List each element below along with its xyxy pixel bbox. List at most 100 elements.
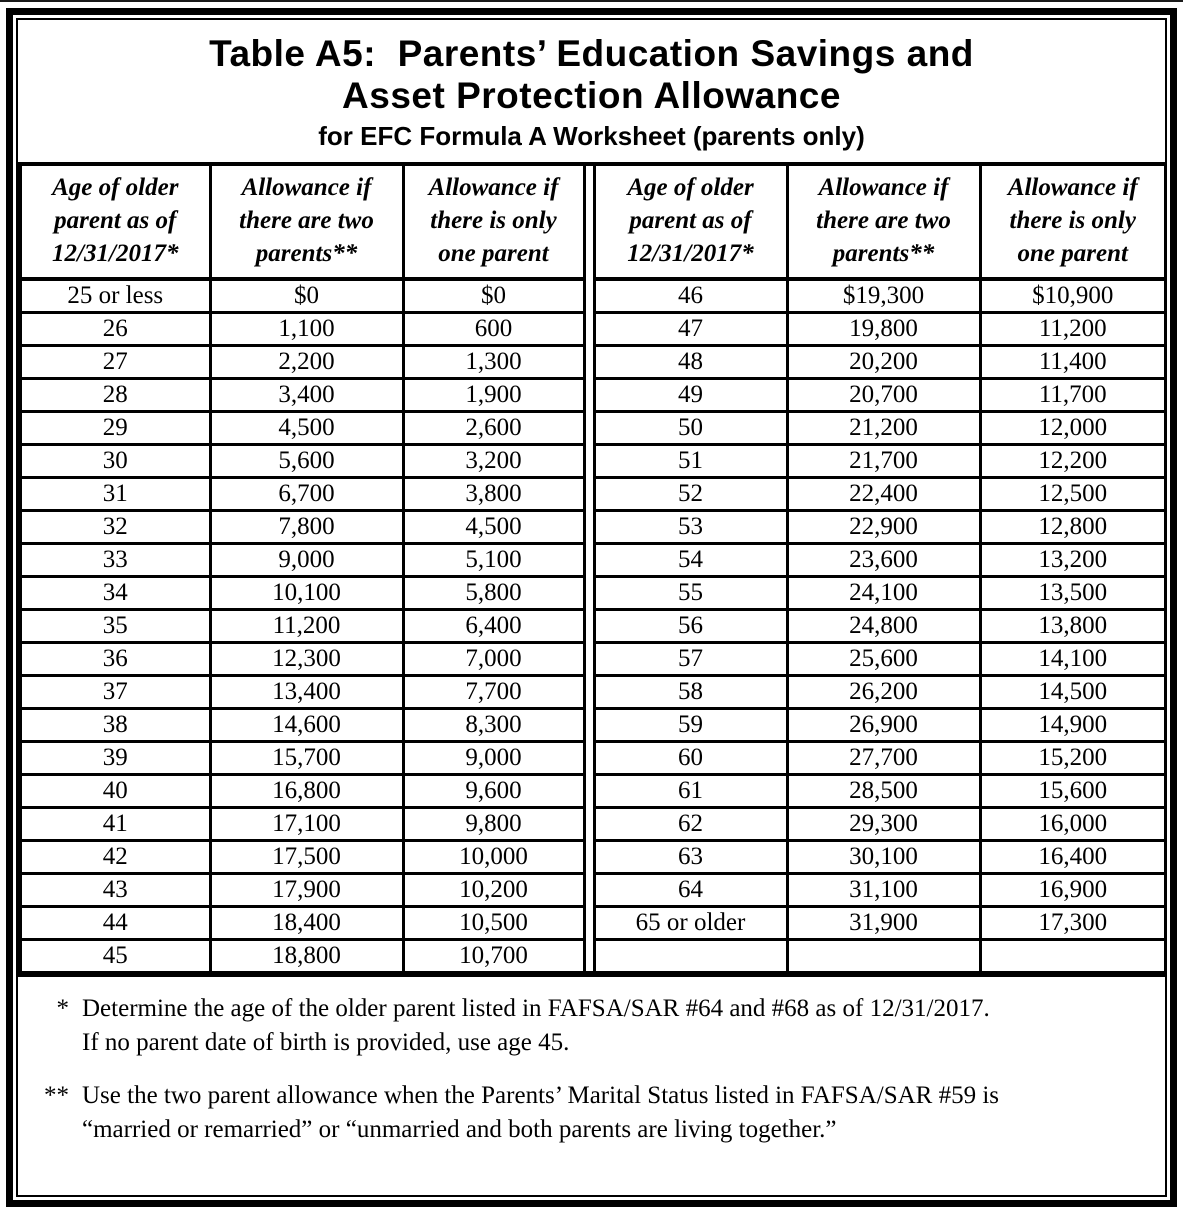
age-cell: 55: [592, 575, 789, 611]
age-cell: 28: [18, 377, 212, 413]
allowance-cell: 6,700: [208, 476, 405, 512]
center-divider: [582, 510, 596, 544]
page-title-line2: Asset Protection Allowance: [342, 75, 841, 116]
footnote-age: * Determine the age of the older parent …: [18, 992, 1165, 1060]
age-cell: 27: [18, 344, 212, 380]
table-row: 31 6,700 3,800 52 22,400 12,500: [18, 476, 1165, 512]
center-divider: [582, 378, 596, 412]
age-cell: 48: [592, 344, 789, 380]
table-row: 35 11,200 6,400 56 24,800 13,800: [18, 608, 1165, 644]
table-row: 38 14,600 8,300 59 26,900 14,900: [18, 707, 1165, 743]
center-divider: [582, 411, 596, 445]
allowance-cell: 7,800: [208, 509, 405, 545]
outer-frame: Table A5: Parents’ Education Savings and…: [6, 8, 1177, 1207]
age-cell: 34: [18, 575, 212, 611]
header-two-parents-left: Allowance if there are two parents**: [208, 162, 405, 281]
allowance-cell: 1,300: [401, 344, 586, 380]
allowance-cell: 2,200: [208, 344, 405, 380]
allowance-cell: 14,100: [978, 641, 1165, 677]
allowance-cell: 31,900: [785, 905, 982, 941]
allowance-cell: 10,500: [401, 905, 586, 941]
center-divider: [582, 345, 596, 379]
age-cell: 63: [592, 839, 789, 875]
allowance-cell: 600: [401, 311, 586, 347]
allowance-cell: 15,200: [978, 740, 1165, 776]
allowance-cell: 11,200: [978, 311, 1165, 347]
age-cell: 57: [592, 641, 789, 677]
allowance-cell: 13,500: [978, 575, 1165, 611]
age-cell: 54: [592, 542, 789, 578]
center-divider: [582, 708, 596, 742]
center-divider: [582, 609, 596, 643]
age-cell: 65 or older: [592, 905, 789, 941]
allowance-cell: 16,800: [208, 773, 405, 809]
allowance-cell: 17,100: [208, 806, 405, 842]
age-cell: 39: [18, 740, 212, 776]
table-row: 45 18,800 10,700: [18, 938, 1165, 976]
table-row: 25 or less $0 $0 46 $19,300 $10,900: [18, 277, 1165, 314]
age-cell: 33: [18, 542, 212, 578]
age-cell: 53: [592, 509, 789, 545]
page-title-line1: Table A5: Parents’ Education Savings and: [209, 33, 974, 74]
allowance-cell: 8,300: [401, 707, 586, 743]
allowance-cell: 7,700: [401, 674, 586, 710]
footnotes: * Determine the age of the older parent …: [18, 992, 1165, 1147]
allowance-cell: 30,100: [785, 839, 982, 875]
age-cell: 38: [18, 707, 212, 743]
age-cell: 32: [18, 509, 212, 545]
table-row: 27 2,200 1,300 48 20,200 11,400: [18, 344, 1165, 380]
center-divider: [582, 477, 596, 511]
scan-edge-artifact: [0, 0, 1183, 2]
allowance-cell: 20,700: [785, 377, 982, 413]
footnote-marker-double-asterisk: **: [44, 1082, 69, 1109]
footnote-text-marital-status: Use the two parent allowance when the Pa…: [82, 1082, 1000, 1143]
age-cell: 46: [592, 277, 789, 314]
table-row: 30 5,600 3,200 51 21,700 12,200: [18, 443, 1165, 479]
allowance-cell: 7,000: [401, 641, 586, 677]
allowance-cell: 1,900: [401, 377, 586, 413]
allowance-cell: 11,200: [208, 608, 405, 644]
allowance-cell: 9,000: [401, 740, 586, 776]
allowance-cell: 14,900: [978, 707, 1165, 743]
allowance-cell: 28,500: [785, 773, 982, 809]
age-cell: 31: [18, 476, 212, 512]
allowance-cell: 17,300: [978, 905, 1165, 941]
allowance-cell: 9,600: [401, 773, 586, 809]
table-row: 42 17,500 10,000 63 30,100 16,400: [18, 839, 1165, 875]
header-one-parent-left: Allowance if there is only one parent: [401, 162, 586, 281]
allowance-cell: 16,400: [978, 839, 1165, 875]
allowance-cell: 6,400: [401, 608, 586, 644]
allowance-cell: 23,600: [785, 542, 982, 578]
header-row: Age of older parent as of 12/31/2017* Al…: [18, 162, 1165, 281]
table-body: 25 or less $0 $0 46 $19,300 $10,900 26 1,100 600…: [18, 277, 1165, 976]
age-cell: 41: [18, 806, 212, 842]
age-cell: 30: [18, 443, 212, 479]
center-divider: [582, 312, 596, 346]
table-row: 44 18,400 10,500 65 or older 31,900 17,300: [18, 905, 1165, 941]
center-divider: [582, 444, 596, 478]
allowance-cell: 10,000: [401, 839, 586, 875]
allowance-cell: 17,500: [208, 839, 405, 875]
allowance-cell: 16,900: [978, 872, 1165, 908]
page-subtitle: for EFC Formula A Worksheet (parents onl…: [318, 121, 865, 151]
age-cell: 50: [592, 410, 789, 446]
allowance-cell: 22,400: [785, 476, 982, 512]
allowance-cell: $19,300: [785, 277, 982, 314]
allowance-cell: 15,600: [978, 773, 1165, 809]
allowance-cell: 13,400: [208, 674, 405, 710]
allowance-cell: 4,500: [208, 410, 405, 446]
allowance-cell: [978, 938, 1165, 976]
table-row: 37 13,400 7,700 58 26,200 14,500: [18, 674, 1165, 710]
table-row: 36 12,300 7,000 57 25,600 14,100: [18, 641, 1165, 677]
table-row: 41 17,100 9,800 62 29,300 16,000: [18, 806, 1165, 842]
allowance-cell: 11,700: [978, 377, 1165, 413]
table-row: 26 1,100 600 47 19,800 11,200: [18, 311, 1165, 347]
header-two-parents-right: Allowance if there are two parents**: [785, 162, 982, 281]
allowance-cell: 18,400: [208, 905, 405, 941]
age-cell: 29: [18, 410, 212, 446]
allowance-cell: 3,800: [401, 476, 586, 512]
allowance-cell: 27,700: [785, 740, 982, 776]
allowance-cell: 15,700: [208, 740, 405, 776]
age-cell: [592, 938, 789, 976]
